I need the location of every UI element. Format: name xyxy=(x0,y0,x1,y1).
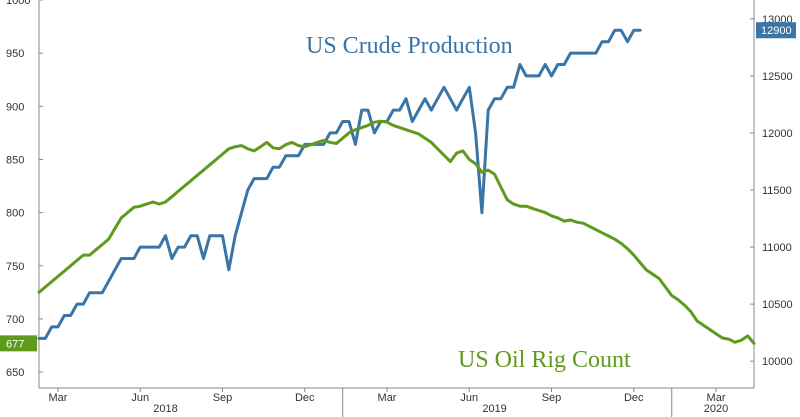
right-axis-tick-label: 12000 xyxy=(762,128,793,140)
right-last-value-badge: 12900 xyxy=(756,22,796,39)
right-last-value-label: 12900 xyxy=(761,25,792,37)
left-last-value-label: 677 xyxy=(6,338,24,350)
right-axis-tick-label: 12500 xyxy=(762,71,793,83)
x-axis-tick-label: Sep xyxy=(213,392,233,404)
x-axis-ticks: Mar Jun Sep Dec Mar Jun Sep Dec Mar 2018 2019 2020 xyxy=(49,388,728,417)
x-axis-year-label: 2018 xyxy=(153,403,177,415)
x-axis-year-label: 2020 xyxy=(704,403,728,415)
production-series-line xyxy=(37,28,642,340)
series-label-production: US Crude Production xyxy=(306,33,513,59)
series-lines xyxy=(37,28,756,345)
left-last-value-badge: 677 xyxy=(0,335,37,352)
left-axis-tick-label: 650 xyxy=(6,367,24,379)
left-axis-tick-label: 900 xyxy=(6,101,24,113)
right-axis-tick-label: 11500 xyxy=(762,185,792,197)
left-last-value-badge-bg xyxy=(0,335,37,352)
left-axis-ticks: 650 700 750 800 850 900 950 1000 xyxy=(6,0,43,379)
left-axis-tick-label: 700 xyxy=(6,314,24,326)
left-axis-tick-label: 950 xyxy=(6,48,24,60)
left-axis-tick-label: 1000 xyxy=(6,0,30,7)
right-last-value-badge-bg xyxy=(756,22,796,39)
x-axis-tick-label: Sep xyxy=(542,392,562,404)
x-axis-tick-label: Jun xyxy=(131,392,149,404)
x-axis-tick-label: Mar xyxy=(707,392,726,404)
x-axis-tick-label: Dec xyxy=(295,392,315,404)
left-axis-tick-label: 750 xyxy=(6,261,24,273)
series-label-rigs: US Oil Rig Count xyxy=(458,347,631,373)
right-axis-tick-label: 10500 xyxy=(762,299,793,311)
x-axis-tick-label: Dec xyxy=(624,392,644,404)
x-axis-tick-label: Mar xyxy=(378,392,397,404)
left-axis-tick-label: 800 xyxy=(6,208,24,220)
rig-count-series-line xyxy=(37,119,756,345)
x-axis-year-label: 2019 xyxy=(482,403,506,415)
right-axis-tick-label: 11000 xyxy=(762,242,792,254)
left-axis-tick-label: 850 xyxy=(6,154,24,166)
x-axis-tick-label: Mar xyxy=(49,392,68,404)
right-axis-tick-label: 10000 xyxy=(762,356,793,368)
x-axis-tick-label: Jun xyxy=(460,392,478,404)
